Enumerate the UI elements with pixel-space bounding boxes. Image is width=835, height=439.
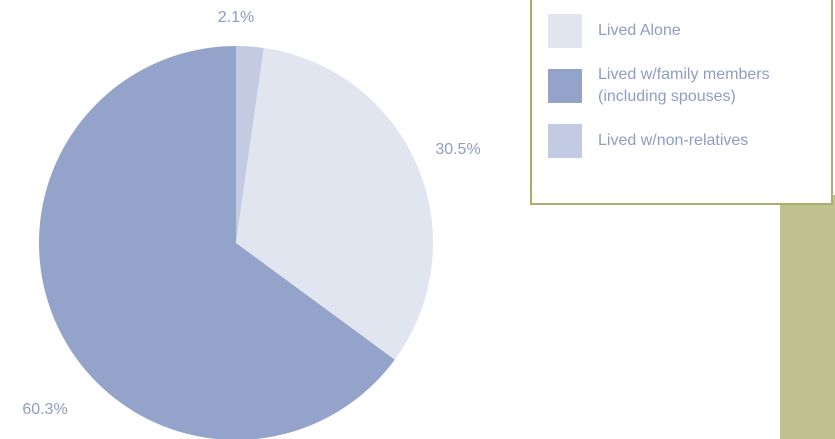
legend-swatch [548, 124, 582, 158]
legend-swatch [548, 14, 582, 48]
pie-slice [236, 46, 264, 243]
legend-label: Lived Alone [598, 22, 681, 39]
pie-slice [236, 47, 433, 360]
legend-label: Lived w/non-relatives [598, 132, 749, 149]
legend-item: Lived w/family members (including spouse… [548, 64, 831, 108]
legend-swatch [548, 69, 582, 103]
pie-slice [39, 46, 395, 439]
legend-label: Lived w/family members (including spouse… [598, 66, 770, 105]
data-label: 2.1% [218, 9, 254, 26]
data-label: 30.5% [435, 141, 480, 158]
data-label: 60.3% [22, 401, 67, 418]
legend-item: Lived w/non-relatives [548, 124, 831, 158]
legend: Lived Alone Lived w/family members (inclu… [530, 0, 833, 205]
legend-item: Lived Alone [548, 14, 831, 48]
decor-bar [780, 195, 835, 439]
